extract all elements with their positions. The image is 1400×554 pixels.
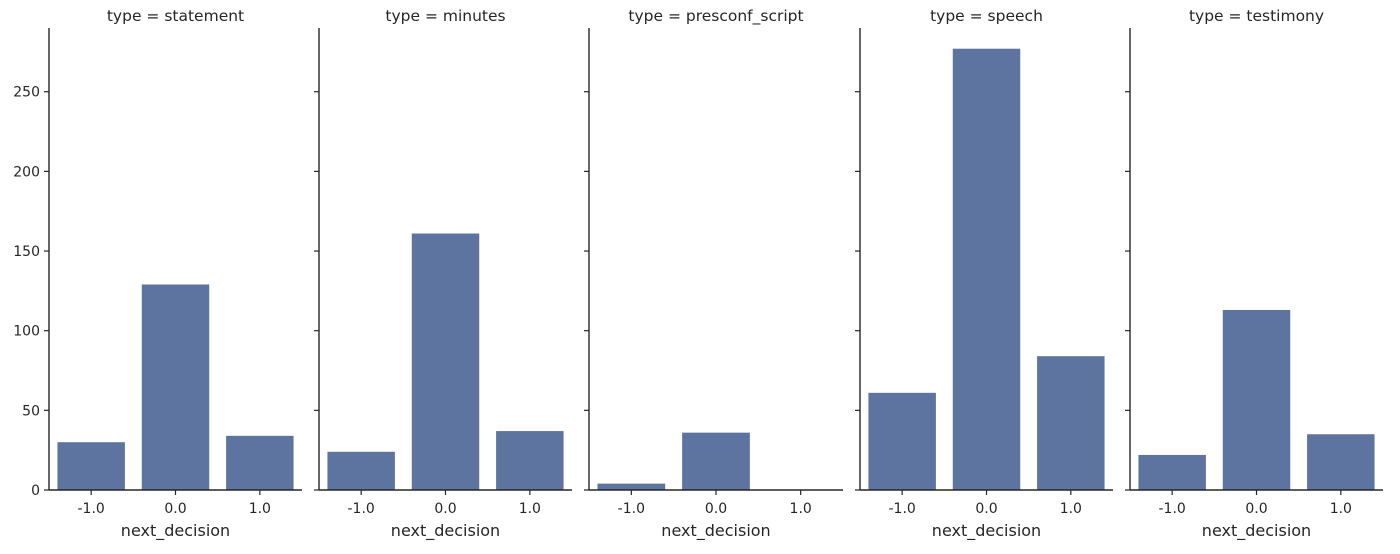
- y-tick-label: 250: [13, 85, 40, 101]
- bar-0-0: [57, 442, 125, 490]
- facet-title: type = speech: [930, 7, 1043, 25]
- bar-1-0: [327, 451, 395, 490]
- x-tick-label: -1.0: [78, 501, 105, 517]
- facet-title: type = minutes: [385, 7, 505, 25]
- bar-1-2: [496, 431, 564, 490]
- bar-0-1: [141, 284, 210, 490]
- y-tick-label: 150: [13, 244, 40, 260]
- x-axis-label: next_decision: [932, 521, 1041, 541]
- facet-title: type = presconf_script: [628, 7, 803, 26]
- y-tick-label: 50: [22, 403, 40, 419]
- x-tick-label: 0.0: [705, 501, 727, 517]
- x-tick-label: -1.0: [618, 501, 645, 517]
- bar-2-0: [597, 483, 666, 490]
- x-tick-label: 0.0: [1245, 501, 1267, 517]
- facet-title: type = statement: [107, 7, 244, 25]
- y-tick-label: 0: [31, 483, 40, 499]
- x-axis-label: next_decision: [661, 521, 770, 541]
- x-tick-label: -1.0: [889, 501, 916, 517]
- bar-4-2: [1307, 434, 1375, 490]
- x-tick-label: 1.0: [1330, 501, 1352, 517]
- x-axis-label: next_decision: [391, 521, 500, 541]
- x-axis-label: next_decision: [121, 521, 230, 541]
- bar-3-1: [952, 48, 1021, 491]
- bar-3-0: [868, 392, 936, 490]
- x-tick-label: 1.0: [519, 501, 541, 517]
- y-tick-label: 100: [13, 324, 40, 340]
- x-tick-label: 0.0: [164, 501, 186, 517]
- x-tick-label: 1.0: [249, 501, 271, 517]
- bar-3-2: [1037, 356, 1105, 490]
- bar-2-1: [682, 432, 750, 490]
- facet-title: type = testimony: [1189, 7, 1324, 25]
- x-tick-label: -1.0: [1159, 501, 1186, 517]
- x-tick-label: 0.0: [434, 501, 456, 517]
- bar-4-0: [1138, 454, 1206, 490]
- y-tick-label: 200: [13, 164, 40, 180]
- x-tick-label: -1.0: [348, 501, 375, 517]
- x-tick-label: 1.0: [790, 501, 812, 517]
- bar-0-2: [226, 435, 294, 490]
- x-tick-label: 1.0: [1060, 501, 1082, 517]
- x-tick-label: 0.0: [975, 501, 997, 517]
- x-axis-label: next_decision: [1202, 521, 1311, 541]
- bar-1-1: [411, 233, 480, 490]
- bar-4-1: [1222, 309, 1291, 490]
